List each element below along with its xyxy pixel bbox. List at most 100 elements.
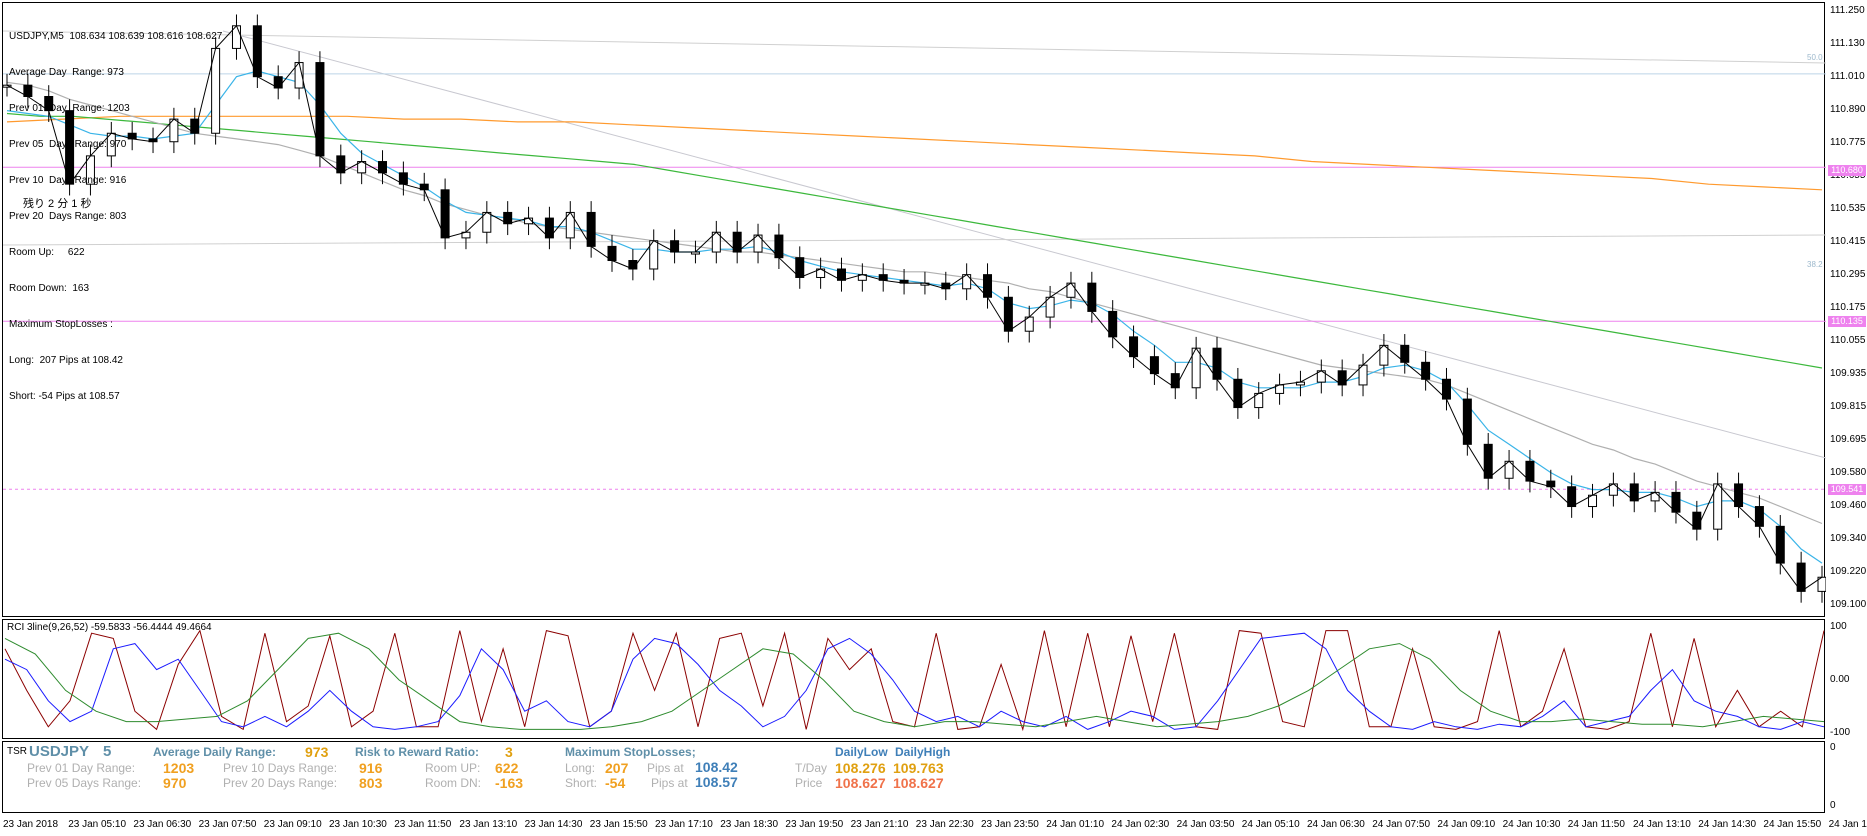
prev10-range: Prev 10 Days Range: 916 bbox=[9, 175, 127, 186]
time-tick: 24 Jan 03:50 bbox=[1176, 819, 1235, 830]
max-sl-label: Maximum StopLosses; bbox=[565, 745, 696, 759]
time-tick: 23 Jan 19:50 bbox=[785, 819, 844, 830]
time-tick: 24 Jan 02:30 bbox=[1111, 819, 1170, 830]
time-tick: 24 Jan 05:10 bbox=[1241, 819, 1300, 830]
short-label: Short: bbox=[565, 776, 598, 790]
rci-indicator-pane[interactable]: RCI 3line(9,26,52) -59.5833 -56.4444 49.… bbox=[2, 619, 1825, 739]
prev20-range: Prev 20 Days Range: 803 bbox=[9, 211, 127, 222]
room-up-value: 622 bbox=[495, 760, 519, 776]
time-tick: 24 Jan 06:30 bbox=[1307, 819, 1365, 830]
room-up: Room Up: 622 bbox=[9, 247, 85, 258]
level-tag-upper: 110.680 bbox=[1828, 165, 1866, 176]
tsr-panel: TSR USDJPY 5 Average Daily Range: 973 Pr… bbox=[2, 741, 1825, 813]
trendline-down bbox=[222, 30, 1826, 459]
rci-tick: 100 bbox=[1830, 621, 1847, 632]
price-tick: 109.815 bbox=[1830, 401, 1867, 412]
chart-info-panel: USDJPY,M5 108.634 108.639 108.616 108.62… bbox=[9, 7, 222, 427]
prev10-label: Prev 10 Days Range: bbox=[223, 761, 338, 775]
price-chart-pane[interactable]: USDJPY,M5 108.634 108.639 108.616 108.62… bbox=[2, 2, 1826, 617]
moving-average-grey bbox=[6, 81, 1823, 525]
time-tick: 23 Jan 06:30 bbox=[133, 819, 192, 830]
moving-average-orange bbox=[6, 115, 1823, 191]
rci-tick: 0.00 bbox=[1830, 674, 1850, 685]
time-tick: 24 Jan 15:50 bbox=[1763, 819, 1822, 830]
time-tick: 23 Jan 13:10 bbox=[459, 819, 518, 830]
short-pips-at-label: Pips at bbox=[651, 776, 688, 790]
time-tick: 23 Jan 05:10 bbox=[68, 819, 127, 830]
prev20-label: Prev 20 Days Range: bbox=[223, 776, 338, 790]
channel-line-upper bbox=[3, 30, 1826, 64]
time-tick: 23 Jan 17:10 bbox=[655, 819, 713, 830]
time-tick: 24 Jan 13:10 bbox=[1633, 819, 1691, 830]
rci-line-long bbox=[4, 632, 1825, 730]
price-tick: 110.535 bbox=[1830, 203, 1866, 214]
price-tick: 109.100 bbox=[1830, 599, 1867, 610]
tday-low-value: 108.276 bbox=[835, 760, 886, 776]
tsr-period: 5 bbox=[103, 743, 112, 760]
room-dn-label: Room DN: bbox=[425, 776, 482, 790]
price-tick: 110.175 bbox=[1830, 302, 1866, 313]
rci-title: RCI 3line(9,26,52) -59.5833 -56.4444 49.… bbox=[7, 622, 212, 633]
time-tick: 24 Jan 09:10 bbox=[1437, 819, 1496, 830]
time-tick: 23 Jan 15:50 bbox=[589, 819, 648, 830]
price-tick: 110.055 bbox=[1830, 335, 1866, 346]
price-tick: 110.415 bbox=[1830, 236, 1866, 247]
time-tick: 23 Jan 10:30 bbox=[329, 819, 387, 830]
time-tick: 23 Jan 14:30 bbox=[524, 819, 583, 830]
price-tick: 109.340 bbox=[1830, 533, 1867, 544]
level-tag-middle: 110.135 bbox=[1828, 316, 1866, 327]
time-tick: 23 Jan 2018 bbox=[3, 819, 59, 830]
price-tick: 111.250 bbox=[1830, 5, 1865, 16]
short-stoploss: Short: -54 Pips at 108.57 bbox=[9, 391, 120, 402]
time-tick: 23 Jan 11:50 bbox=[394, 819, 452, 830]
channel-line-lower bbox=[3, 234, 1826, 246]
level-tag-lower: 109.541 bbox=[1828, 484, 1866, 495]
countdown-text: 残り 2 分 1 秒 bbox=[23, 198, 92, 210]
rci-indicator-svg bbox=[4, 629, 1825, 732]
moving-average-blue bbox=[6, 70, 1823, 564]
price-tick: 109.935 bbox=[1830, 368, 1867, 379]
avg-day-range: Average Day Range: 973 bbox=[9, 67, 124, 78]
tday-high-value: 109.763 bbox=[893, 760, 944, 776]
avg-range-label: Average Daily Range: bbox=[153, 745, 276, 759]
long-stoploss: Long: 207 Pips at 108.42 bbox=[9, 355, 123, 366]
price-tick: 111.130 bbox=[1830, 38, 1865, 49]
price-tick: 109.580 bbox=[1830, 467, 1867, 478]
price-tick: 109.695 bbox=[1830, 434, 1867, 445]
prev05-range: Prev 05 Days Range: 970 bbox=[9, 139, 127, 150]
prev05-value: 970 bbox=[163, 775, 187, 791]
fib-38-label: 38.2 bbox=[1807, 260, 1823, 269]
tday-label: T/Day bbox=[795, 761, 828, 775]
rr-value: 3 bbox=[505, 744, 513, 760]
daily-high-header: DailyHigh bbox=[895, 745, 951, 759]
prev01-range: Prev 01 Day Range: 1203 bbox=[9, 103, 130, 114]
price-tick: 111.010 bbox=[1830, 71, 1865, 82]
time-tick: 23 Jan 09:10 bbox=[263, 819, 322, 830]
time-tick: 24 Jan 17:10 bbox=[1828, 819, 1867, 830]
time-tick: 24 Jan 07:50 bbox=[1372, 819, 1431, 830]
prev10-value: 916 bbox=[359, 760, 383, 776]
moving-average-green bbox=[6, 112, 1823, 369]
rci-tick: -100 bbox=[1830, 727, 1851, 738]
rci-line-mid bbox=[4, 632, 1825, 730]
price-close-line bbox=[6, 24, 1823, 593]
price-tick: 109.460 bbox=[1830, 500, 1867, 511]
symbol-line: USDJPY,M5 108.634 108.639 108.616 108.62… bbox=[9, 31, 223, 42]
price-tick: 110.775 bbox=[1830, 137, 1866, 148]
price-high-value: 108.627 bbox=[893, 775, 944, 791]
time-tick: 23 Jan 21:10 bbox=[850, 819, 909, 830]
price-tick: 110.295 bbox=[1830, 269, 1866, 280]
price-tick: 110.890 bbox=[1830, 104, 1866, 115]
room-down: Room Down: 163 bbox=[9, 283, 90, 294]
daily-low-header: DailyLow bbox=[835, 745, 888, 759]
room-up-label: Room UP: bbox=[425, 761, 481, 775]
tsr-tick: 0 bbox=[1830, 742, 1836, 753]
long-pips-at-label: Pips at bbox=[647, 761, 684, 775]
time-tick: 24 Jan 10:30 bbox=[1502, 819, 1561, 830]
time-tick: 24 Jan 11:50 bbox=[1567, 819, 1625, 830]
short-at-value: 108.57 bbox=[695, 774, 738, 790]
prev05-label: Prev 05 Days Range: bbox=[27, 776, 142, 790]
long-at-value: 108.42 bbox=[695, 759, 738, 775]
rr-label: Risk to Reward Ratio: bbox=[355, 745, 480, 759]
avg-range-value: 973 bbox=[305, 744, 329, 760]
